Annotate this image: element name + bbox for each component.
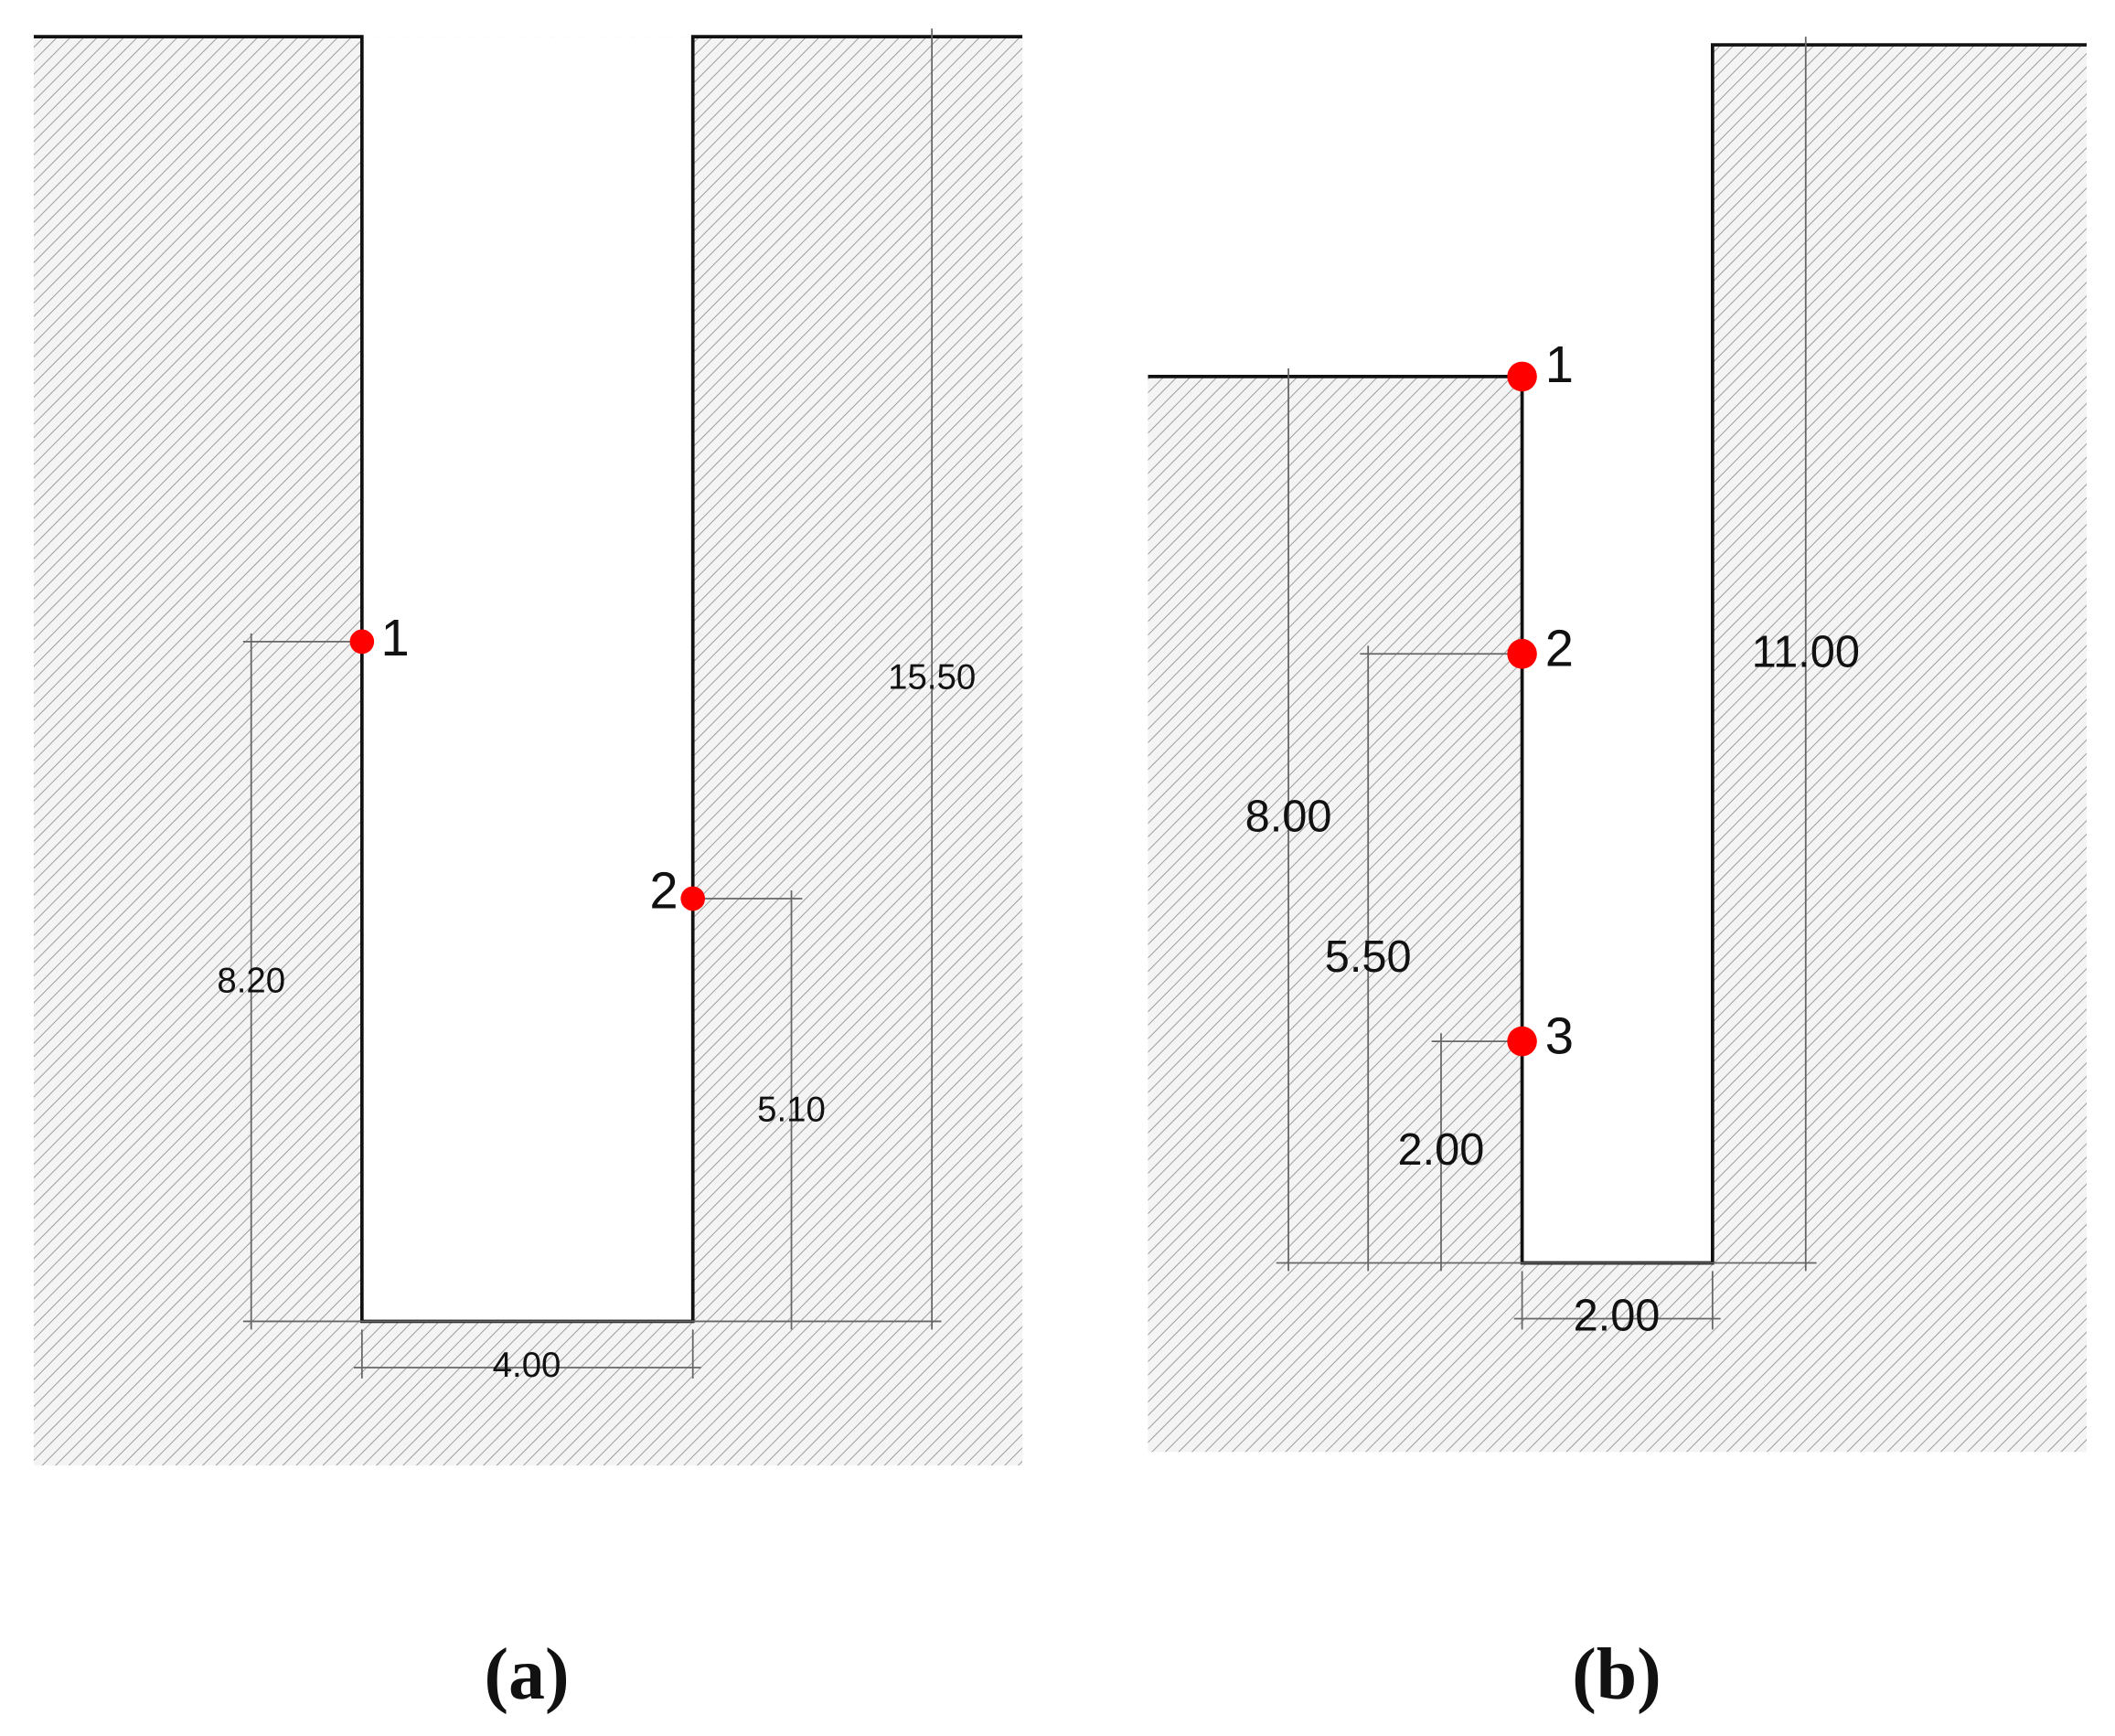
monitoring-point: [1507, 1026, 1537, 1057]
monitoring-point: [1507, 638, 1537, 669]
point-label: 3: [1545, 1006, 1574, 1064]
dimension-label: 5.50: [1325, 932, 1412, 982]
point-label: 1: [1545, 335, 1574, 393]
dimension-label: 4.00: [493, 1346, 561, 1385]
dimension-label: 11.00: [1752, 628, 1860, 677]
point-label: 2: [1545, 620, 1574, 677]
dimension-label: 2.00: [1574, 1291, 1661, 1340]
caption: (b): [1572, 1635, 1661, 1715]
caption: (a): [485, 1635, 570, 1715]
panel-a: 8.20 5.10 15.50 4.00 1 2 (a): [33, 28, 1023, 1715]
dimension-label: 15.50: [888, 658, 976, 698]
dimension-label: 8.20: [217, 961, 285, 1000]
point-label: 2: [649, 861, 678, 919]
monitoring-point: [680, 886, 705, 911]
point-label: 1: [381, 609, 410, 666]
trench: [361, 37, 693, 1322]
soil: [1148, 45, 2087, 1453]
dimension-lines: [1276, 37, 1817, 1330]
panel-b: 8.00 5.50 2.00 11.00 2.00 1 2 3 (b): [1148, 37, 2087, 1715]
dimension-label: 5.10: [757, 1091, 826, 1130]
dimension-lines: [242, 28, 942, 1379]
dimension-label: 8.00: [1245, 793, 1332, 842]
dimension-label: 2.00: [1398, 1125, 1485, 1175]
monitoring-point: [349, 629, 375, 655]
monitoring-point: [1507, 361, 1537, 392]
